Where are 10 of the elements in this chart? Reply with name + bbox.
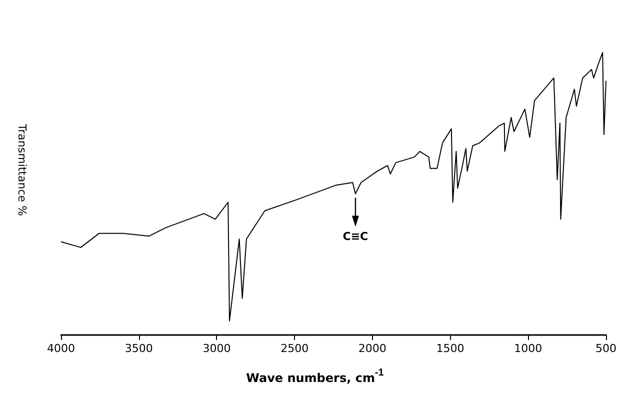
x-tick-label: 1000 [514,342,542,355]
x-tick-label: 1500 [436,342,464,355]
x-tick-label: 3500 [124,342,153,355]
x-tick-label: 500 [596,342,616,355]
annotation: C≡C [342,230,368,243]
y-axis-title: Transmittance % [16,123,28,216]
x-tick-label: 2500 [280,342,309,355]
x-tick-label: 2000 [358,342,386,355]
x-tick-label: 3000 [202,342,231,355]
x-tick-label: 4000 [47,342,75,355]
